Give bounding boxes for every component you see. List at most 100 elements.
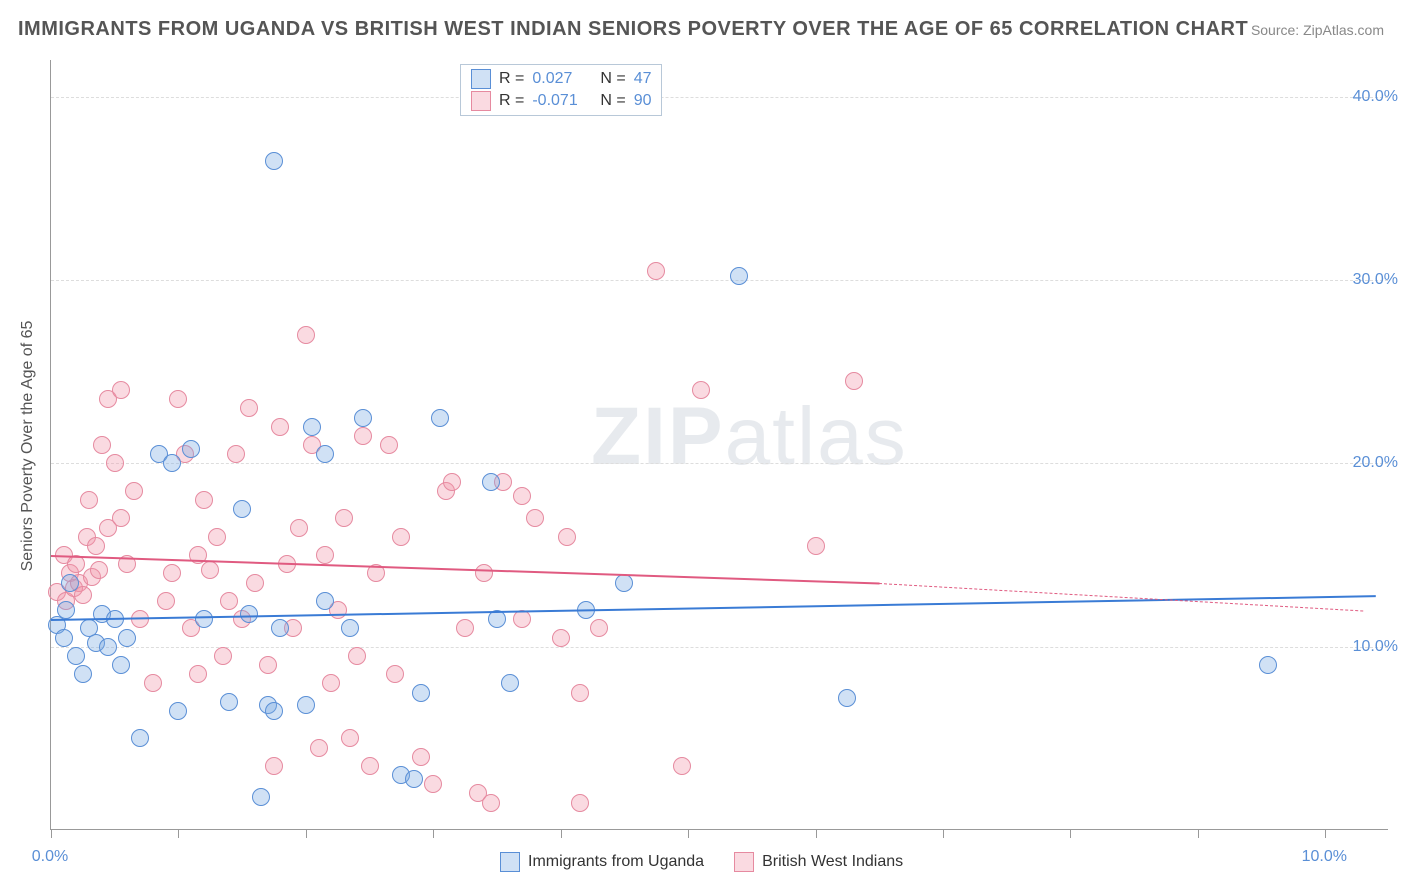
- data-point: [252, 788, 270, 806]
- data-point: [112, 381, 130, 399]
- data-point: [558, 528, 576, 546]
- source-attribution: Source: ZipAtlas.com: [1251, 22, 1384, 38]
- gridline: [51, 280, 1388, 281]
- data-point: [74, 665, 92, 683]
- data-point: [316, 445, 334, 463]
- legend-swatch: [734, 852, 754, 872]
- data-point: [361, 757, 379, 775]
- data-point: [233, 500, 251, 518]
- data-point: [838, 689, 856, 707]
- data-point: [220, 693, 238, 711]
- data-point: [201, 561, 219, 579]
- data-point: [55, 629, 73, 647]
- watermark: ZIPatlas: [591, 390, 908, 484]
- data-point: [87, 537, 105, 555]
- data-point: [271, 418, 289, 436]
- data-point: [303, 418, 321, 436]
- data-point: [412, 748, 430, 766]
- data-point: [220, 592, 238, 610]
- x-tick-mark: [1325, 830, 1326, 838]
- data-point: [513, 487, 531, 505]
- data-point: [845, 372, 863, 390]
- legend-label: Immigrants from Uganda: [528, 853, 704, 871]
- data-point: [61, 574, 79, 592]
- chart-plot-area: ZIPatlas: [50, 60, 1388, 830]
- data-point: [513, 610, 531, 628]
- data-point: [208, 528, 226, 546]
- data-point: [354, 409, 372, 427]
- data-point: [341, 619, 359, 637]
- y-tick-label: 40.0%: [1353, 88, 1398, 106]
- y-axis-label: Seniors Poverty Over the Age of 65: [19, 321, 37, 572]
- data-point: [195, 610, 213, 628]
- legend-item: British West Indians: [734, 852, 903, 872]
- data-point: [1259, 656, 1277, 674]
- data-point: [246, 574, 264, 592]
- data-point: [265, 152, 283, 170]
- x-tick-mark: [178, 830, 179, 838]
- x-tick-label: 0.0%: [32, 848, 68, 866]
- data-point: [131, 729, 149, 747]
- x-tick-label: 10.0%: [1302, 848, 1347, 866]
- legend-swatch: [471, 69, 491, 89]
- data-point: [265, 757, 283, 775]
- data-point: [335, 509, 353, 527]
- data-point: [424, 775, 442, 793]
- data-point: [74, 586, 92, 604]
- gridline: [51, 463, 1388, 464]
- gridline: [51, 97, 1388, 98]
- x-tick-mark: [1070, 830, 1071, 838]
- x-tick-mark: [1198, 830, 1199, 838]
- r-value: -0.071: [532, 92, 592, 110]
- data-point: [240, 399, 258, 417]
- x-tick-mark: [688, 830, 689, 838]
- data-point: [412, 684, 430, 702]
- data-point: [501, 674, 519, 692]
- x-tick-mark: [816, 830, 817, 838]
- n-value: 90: [634, 92, 652, 110]
- data-point: [322, 674, 340, 692]
- data-point: [692, 381, 710, 399]
- data-point: [112, 656, 130, 674]
- data-point: [431, 409, 449, 427]
- data-point: [67, 647, 85, 665]
- data-point: [169, 702, 187, 720]
- data-point: [99, 638, 117, 656]
- series-legend: Immigrants from Uganda British West India…: [500, 852, 903, 872]
- data-point: [482, 473, 500, 491]
- r-label: R =: [499, 70, 524, 88]
- data-point: [341, 729, 359, 747]
- gridline: [51, 647, 1388, 648]
- legend-item: Immigrants from Uganda: [500, 852, 704, 872]
- data-point: [552, 629, 570, 647]
- data-point: [290, 519, 308, 537]
- data-point: [90, 561, 108, 579]
- r-label: R =: [499, 92, 524, 110]
- n-value: 47: [634, 70, 652, 88]
- data-point: [297, 326, 315, 344]
- data-point: [730, 267, 748, 285]
- data-point: [807, 537, 825, 555]
- legend-row: R =-0.071N =90: [471, 91, 651, 111]
- y-tick-label: 20.0%: [1353, 454, 1398, 472]
- x-tick-mark: [943, 830, 944, 838]
- data-point: [380, 436, 398, 454]
- data-point: [475, 564, 493, 582]
- r-value: 0.027: [532, 70, 592, 88]
- x-tick-mark: [433, 830, 434, 838]
- y-tick-label: 30.0%: [1353, 271, 1398, 289]
- data-point: [386, 665, 404, 683]
- x-tick-mark: [51, 830, 52, 838]
- data-point: [169, 390, 187, 408]
- data-point: [189, 665, 207, 683]
- data-point: [144, 674, 162, 692]
- data-point: [443, 473, 461, 491]
- data-point: [673, 757, 691, 775]
- data-point: [106, 454, 124, 472]
- data-point: [647, 262, 665, 280]
- data-point: [316, 546, 334, 564]
- legend-swatch: [471, 91, 491, 111]
- n-label: N =: [600, 70, 625, 88]
- data-point: [163, 564, 181, 582]
- data-point: [392, 528, 410, 546]
